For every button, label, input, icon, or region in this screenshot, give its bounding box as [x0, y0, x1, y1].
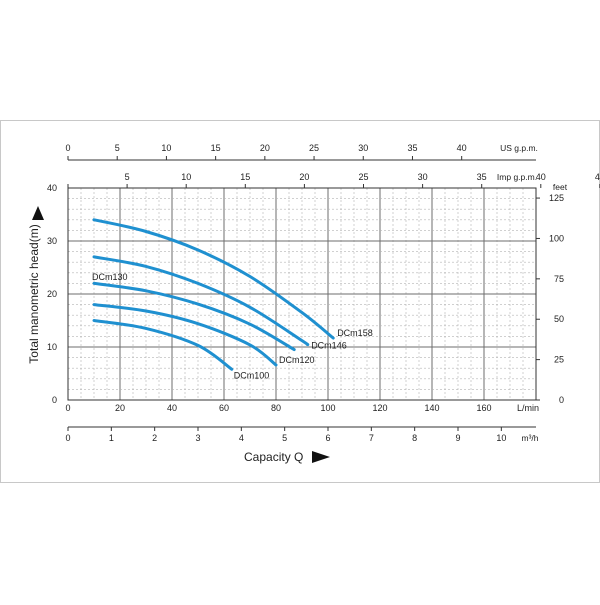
curve-label-dcm100: DCm100	[234, 370, 270, 380]
feet-tick-label: 100	[549, 233, 564, 243]
feet-tick-label: 125	[549, 193, 564, 203]
feet-tick-label: 50	[554, 314, 564, 324]
y-tick-label: 0	[52, 395, 57, 405]
imp-gpm-tick-label: 25	[358, 172, 368, 182]
feet-unit-label: feet	[553, 182, 568, 192]
feet-tick-label: 0	[559, 395, 564, 405]
curve-dcm146	[92, 255, 310, 347]
us-gpm-tick-label: 25	[309, 143, 319, 153]
x-tick-label: 0	[65, 403, 70, 413]
m3h-unit-label: m³/h	[522, 433, 539, 443]
curve-label-dcm158: DCm158	[337, 328, 373, 338]
grid	[68, 188, 536, 400]
us-gpm-tick-label: 35	[407, 143, 417, 153]
us-gpm-tick-label: 5	[115, 143, 120, 153]
curve-dcm158	[92, 218, 335, 340]
x-tick-label: 40	[167, 403, 177, 413]
m3h-tick-label: 1	[109, 433, 114, 443]
us-gpm-tick-label: 15	[211, 143, 221, 153]
imp-gpm-tick-label: 45	[595, 172, 600, 182]
m3h-tick-label: 0	[65, 433, 70, 443]
imp-gpm-unit-label: Imp g.p.m.	[497, 172, 537, 182]
feet-tick-label: 25	[554, 355, 564, 365]
x-tick-label: 100	[320, 403, 335, 413]
m3h-tick-label: 8	[412, 433, 417, 443]
x-tick-label: 120	[372, 403, 387, 413]
y-tick-label: 20	[47, 289, 57, 299]
curves: DCm158 DCm146 DCm130 DCm120 DCm100	[92, 218, 373, 380]
x-axis-arrow-icon	[312, 451, 330, 463]
curve-label-dcm146: DCm146	[311, 340, 347, 350]
imp-gpm-tick-label: 35	[477, 172, 487, 182]
curve-label-dcm130: DCm130	[92, 272, 128, 282]
x-tick-label: 20	[115, 403, 125, 413]
x-axis-title: Capacity Q	[244, 450, 303, 464]
m3h-tick-label: 4	[239, 433, 244, 443]
x-tick-label: 60	[219, 403, 229, 413]
m3h-tick-label: 6	[325, 433, 330, 443]
m3h-tick-label: 5	[282, 433, 287, 443]
imp-gpm-tick-label: 30	[418, 172, 428, 182]
m3h-tick-label: 10	[496, 433, 506, 443]
us-gpm-tick-label: 40	[457, 143, 467, 153]
y-tick-label: 30	[47, 236, 57, 246]
us-gpm-unit-label: US g.p.m.	[500, 143, 538, 153]
imp-gpm-tick-label: 10	[181, 172, 191, 182]
us-gpm-tick-label: 20	[260, 143, 270, 153]
imp-gpm-tick-label: 5	[125, 172, 130, 182]
x-tick-label: 160	[476, 403, 491, 413]
curve-dcm130	[92, 281, 296, 352]
us-gpm-tick-label: 10	[161, 143, 171, 153]
y-axis-title: Total manometric head(m)	[27, 224, 41, 363]
m3h-tick-label: 3	[195, 433, 200, 443]
imp-gpm-tick-label: 20	[299, 172, 309, 182]
m3h-tick-label: 2	[152, 433, 157, 443]
curve-dcm100	[92, 319, 234, 371]
x-tick-label: 80	[271, 403, 281, 413]
m3h-tick-label: 7	[369, 433, 374, 443]
x-unit-label: L/min	[517, 403, 539, 413]
curve-label-dcm120: DCm120	[279, 355, 315, 365]
us-gpm-tick-label: 30	[358, 143, 368, 153]
m3h-tick-label: 9	[455, 433, 460, 443]
plot-frame	[67, 187, 537, 401]
imp-gpm-tick-label: 40	[536, 172, 546, 182]
y-tick-label: 40	[47, 183, 57, 193]
us-gpm-tick-label: 0	[65, 143, 70, 153]
y-axis-arrow-icon	[32, 206, 44, 220]
y-tick-label: 10	[47, 342, 57, 352]
feet-tick-label: 75	[554, 274, 564, 284]
curve-dcm120	[92, 303, 278, 367]
x-tick-label: 140	[424, 403, 439, 413]
imp-gpm-tick-label: 15	[240, 172, 250, 182]
